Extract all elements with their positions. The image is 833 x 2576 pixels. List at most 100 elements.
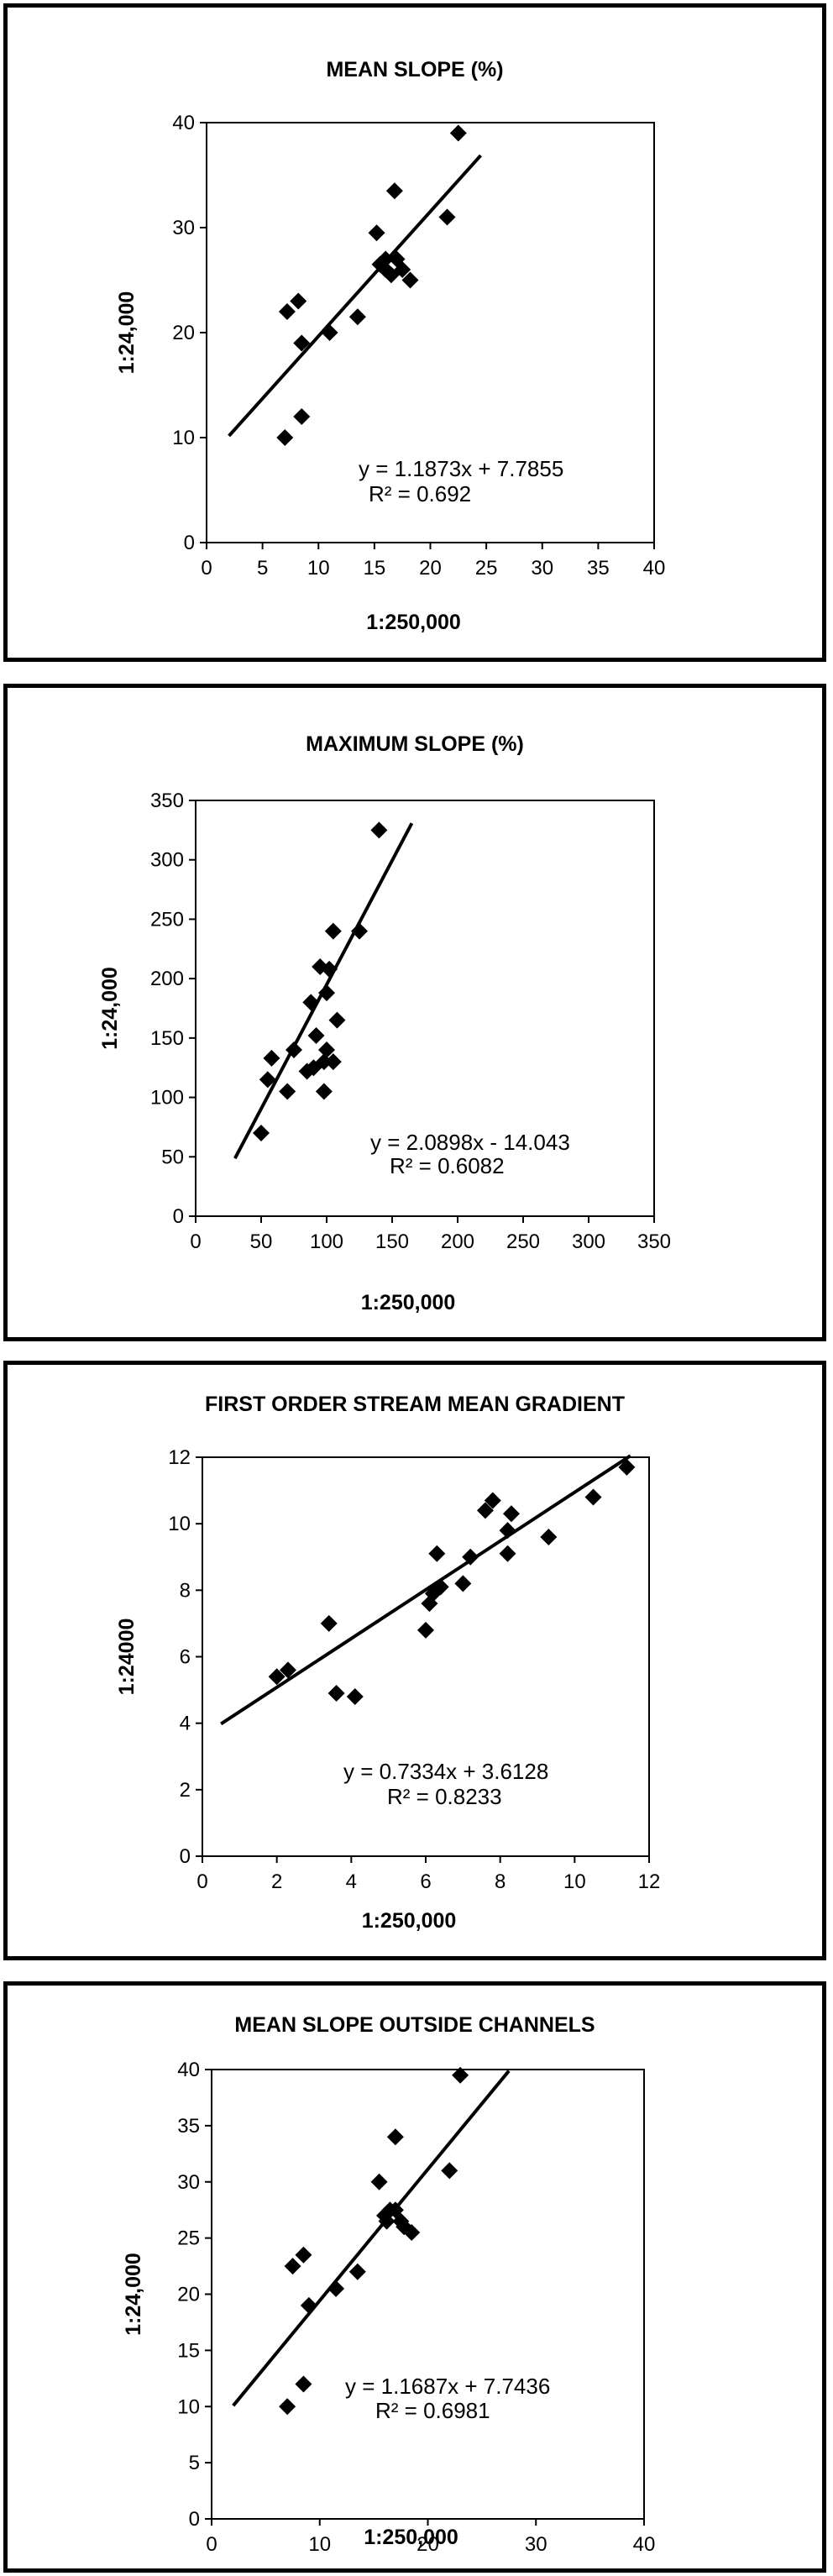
data-point [293,408,311,425]
x-axis-label: 1:250,000 [366,611,461,634]
data-point [321,960,338,978]
r-squared-label: R² = 0.6082 [390,1153,505,1178]
trendline [232,2070,511,2407]
chart-panel-first-order-stream: FIRST ORDER STREAM MEAN GRADIENT 0 2 4 6 8 10 1… [3,1361,826,1960]
chart-title: MEAN SLOPE (%) [326,58,503,81]
data-point [502,1505,520,1523]
x-tick-label: 30 [531,557,553,580]
x-tick-label: 5 [257,557,268,580]
data-point [432,1578,449,1596]
data-point [499,1545,516,1562]
chart-maximum-slope: MAXIMUM SLOPE (%) 0 50 100 150 200 250 300 350 0 5… [98,732,671,1314]
x-tick-label: 150 [375,1230,409,1253]
data-point [300,2296,317,2314]
plot-area [211,2069,645,2520]
x-tick-label: 250 [506,1230,540,1253]
data-point [394,261,411,278]
trendline [220,1454,631,1726]
data-point [290,292,307,310]
chart-panel-mean-slope-outside-channels: MEAN SLOPE OUTSIDE CHANNELS 0 10 20 30 40 0 5 10… [3,1981,826,2573]
x-axis-label: 1:250,000 [364,2526,458,2549]
r-squared-label: R² = 0.8233 [387,1784,502,1809]
y-tick-label: 30 [177,2171,200,2194]
data-point [403,2223,421,2241]
x-tick-label: 40 [643,557,666,580]
data-point [428,1545,446,1562]
data-point [368,224,385,242]
data-point [484,1492,501,1509]
y-tick-label: 0 [173,1205,184,1228]
data-point [540,1529,558,1545]
x-tick-label: 4 [346,1870,357,1893]
data-point [307,1027,325,1045]
y-tick-label: 200 [150,968,184,990]
data-point [320,1614,338,1632]
trendline [228,154,482,438]
x-tick-label: 10 [563,1870,586,1893]
data-point [259,1071,276,1089]
regression-equation: y = 0.7334x + 3.6128 [343,1759,548,1784]
data-point [284,2258,301,2275]
data-point [276,429,294,446]
regression-equation: y = 2.0898x - 14.043 [370,1130,570,1155]
chart-title: MAXIMUM SLOPE (%) [306,732,524,756]
y-tick-label: 40 [177,2059,200,2081]
data-point [454,1575,472,1592]
y-axis-label: 1:24000 [115,1619,139,1696]
data-point [385,182,403,200]
chart-first-order-stream-gradient: FIRST ORDER STREAM MEAN GRADIENT 0 2 4 6 8 10 1… [115,1393,661,1933]
data-point [346,1688,364,1705]
y-tick-label: 300 [150,849,184,872]
x-tick-label: 30 [525,2533,547,2556]
r-squared-label: R² = 0.6981 [375,2398,490,2423]
data-point [452,2066,469,2084]
y-tick-label: 10 [172,427,195,449]
x-tick-label: 20 [416,2533,439,2556]
x-tick-label: 20 [419,557,442,580]
data-point [424,1585,442,1603]
x-tick-label: 0 [201,557,212,580]
data-point [263,1049,280,1067]
regression-equation: y = 1.1873x + 7.7855 [359,456,563,481]
y-tick-label: 8 [180,1579,191,1602]
data-point [351,922,368,940]
data-point [499,1522,516,1540]
data-point [295,2375,312,2393]
y-tick-label: 40 [172,112,195,134]
y-tick-label: 6 [180,1646,191,1669]
data-point [449,124,467,142]
data-point [315,1053,333,1071]
data-point [293,334,311,352]
chart-mean-slope: MEAN SLOPE (%) 0 5 10 15 20 25 30 35 40 0 10 20 30 40 1… [115,58,666,634]
x-tick-label: 8 [495,1870,506,1893]
data-point [253,1125,270,1141]
data-point [268,1668,286,1686]
x-tick-label: 350 [637,1230,671,1253]
data-point [286,1041,302,1058]
y-tick-label: 20 [177,2284,200,2306]
data-point [318,1041,335,1058]
y-axis-label: 1:24,000 [115,291,139,375]
y-tick-label: 0 [184,532,195,554]
data-point [584,1488,602,1506]
data-point [318,984,335,1002]
data-point [348,2263,366,2280]
data-point [302,994,320,1011]
y-tick-label: 25 [177,2227,200,2250]
x-tick-label: 300 [572,1230,605,1253]
r-squared-label: R² = 0.692 [369,481,471,506]
x-tick-label: 10 [307,557,330,580]
data-point [462,1548,479,1566]
y-axis-label: 1:24,000 [98,967,122,1050]
x-axis-label: 1:250,000 [362,1909,457,1933]
data-point [348,308,366,326]
y-tick-label: 12 [168,1446,191,1469]
x-tick-label: 0 [190,1230,201,1253]
y-axis-label: 1:24,000 [122,2253,145,2336]
data-point [386,2128,404,2146]
y-tick-label: 250 [150,908,184,931]
data-point [279,2398,296,2416]
data-point [278,303,296,320]
y-tick-label: 30 [172,217,195,239]
x-tick-label: 12 [638,1870,661,1893]
